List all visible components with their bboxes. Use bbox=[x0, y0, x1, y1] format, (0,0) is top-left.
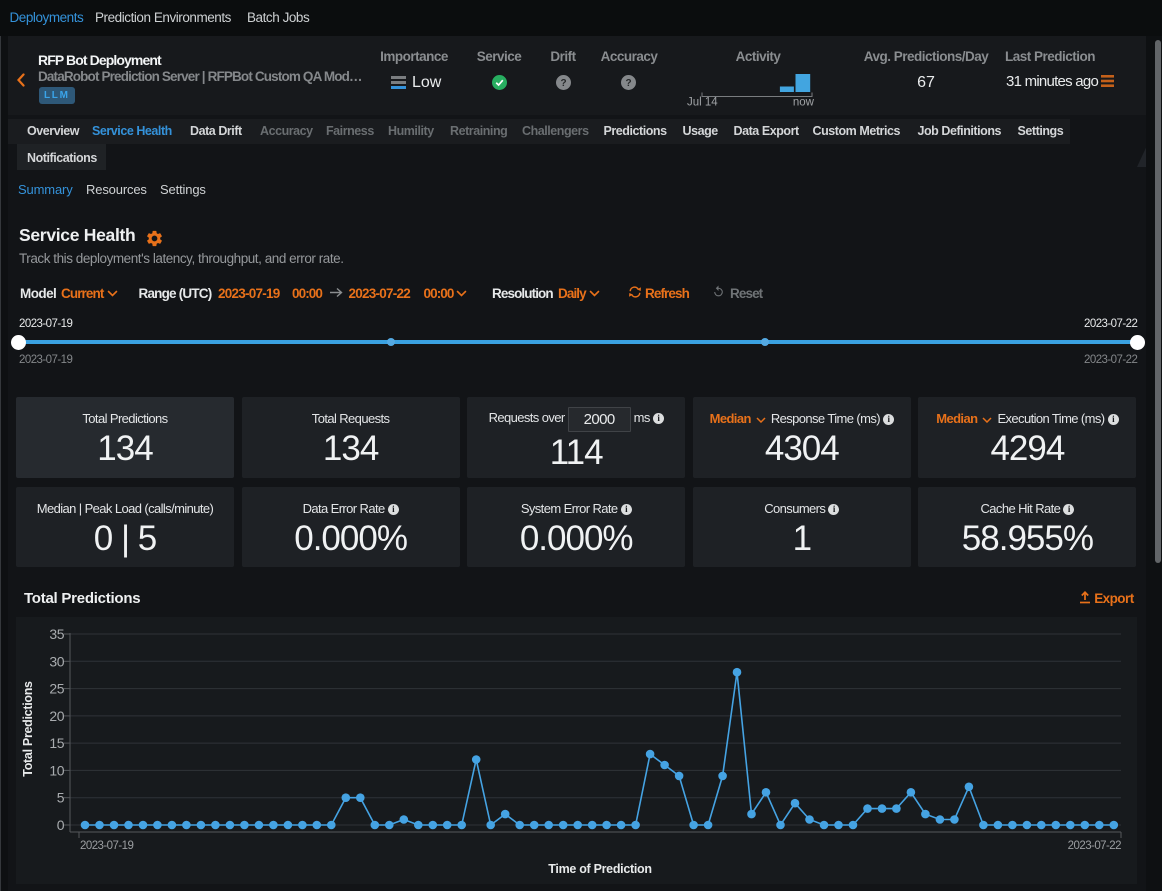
svg-text:10: 10 bbox=[49, 762, 64, 778]
svg-text:2023-07-19: 2023-07-19 bbox=[80, 840, 133, 852]
svg-text:Jul 14: Jul 14 bbox=[687, 97, 718, 109]
svg-text:?: ? bbox=[560, 78, 566, 89]
svg-text:35: 35 bbox=[49, 626, 64, 642]
svg-text:Total Predictions: Total Predictions bbox=[21, 681, 35, 777]
svg-text:?: ? bbox=[625, 78, 631, 89]
svg-text:now: now bbox=[793, 97, 815, 109]
svg-text:20: 20 bbox=[49, 708, 64, 724]
svg-text:30: 30 bbox=[49, 653, 64, 669]
svg-text:25: 25 bbox=[49, 681, 64, 697]
svg-text:15: 15 bbox=[49, 735, 64, 751]
svg-text:2023-07-22: 2023-07-22 bbox=[1068, 840, 1121, 852]
svg-text:Time of Prediction: Time of Prediction bbox=[548, 862, 651, 876]
svg-text:0: 0 bbox=[57, 817, 65, 833]
svg-text:5: 5 bbox=[57, 790, 65, 806]
